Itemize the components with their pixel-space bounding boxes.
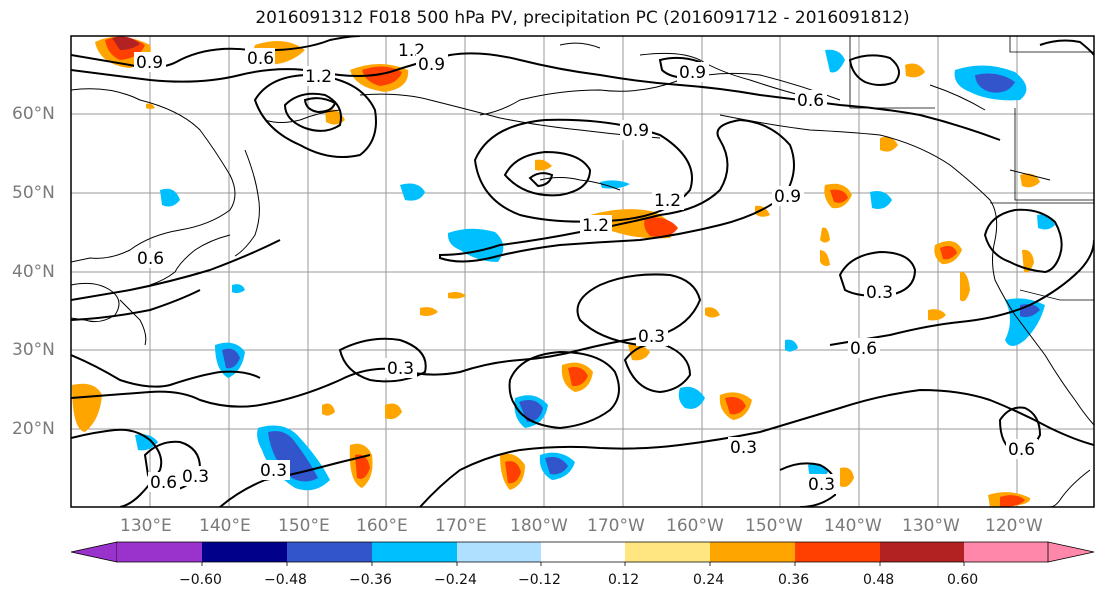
colorbar-tick-label: −0.12: [518, 572, 561, 588]
lon-label: 130°E: [120, 516, 172, 536]
lon-label: 170°E: [435, 516, 487, 536]
lat-label: 40°N: [12, 262, 55, 282]
colorbar: [70, 541, 1095, 566]
colorbar-tick-label: 0.60: [947, 572, 979, 588]
contour-label: 0.9: [774, 187, 801, 207]
contour-label: 0.3: [182, 467, 209, 487]
colorbar-tick-label: 0.24: [693, 572, 725, 588]
colorbar-bin: [372, 542, 457, 562]
lon-label: 160°E: [356, 516, 408, 536]
colorbar-tick-label: 0.48: [863, 572, 895, 588]
contour-label: 0.9: [136, 53, 163, 73]
contour-label: 0.6: [137, 249, 164, 269]
contour-label: 1.2: [654, 191, 681, 211]
lon-label: 150°W: [745, 516, 803, 536]
contour-label: 0.6: [797, 91, 824, 111]
contour-label: 0.6: [850, 339, 877, 359]
colorbar-extend-low: [70, 541, 118, 563]
colorbar-bin: [795, 542, 880, 562]
colorbar-tick-label: −0.24: [434, 572, 477, 588]
contour-label: 0.6: [1008, 440, 1035, 460]
contour-label: 1.2: [305, 67, 332, 87]
contour-label: 0.9: [622, 121, 649, 141]
colorbar-tick-label: 0.12: [608, 572, 640, 588]
colorbar-bin: [457, 542, 541, 562]
colorbar-bin: [625, 542, 710, 562]
map-border: [70, 35, 1095, 508]
graticule: [71, 36, 1094, 507]
colorbar-extend-high: [1047, 541, 1095, 563]
lon-label: 180°W: [510, 516, 568, 536]
colorbar-tick-label: 0.36: [778, 572, 810, 588]
contour-label: 0.3: [260, 461, 287, 481]
lon-label: 140°E: [199, 516, 251, 536]
contour-label: 0.3: [387, 359, 414, 379]
colorbar-bin: [202, 542, 287, 562]
colorbar-bin: [287, 542, 372, 562]
contour-label: 0.3: [866, 283, 893, 303]
lat-label: 50°N: [12, 183, 55, 203]
colorbar-bin: [964, 542, 1048, 562]
lon-label: 130°W: [902, 516, 960, 536]
lat-label: 60°N: [12, 104, 55, 124]
lon-label: 120°W: [985, 516, 1043, 536]
contour-label: 0.9: [418, 55, 445, 75]
contour-label: 0.6: [247, 49, 274, 69]
lon-label: 140°W: [824, 516, 882, 536]
contour-label: 0.3: [638, 327, 665, 347]
colorbar-bin: [541, 542, 625, 562]
colorbar-bin: [880, 542, 964, 562]
contour-label: 0.3: [808, 475, 835, 495]
colorbar-tick-label: −0.60: [179, 572, 222, 588]
contour-label: 0.9: [679, 63, 706, 83]
lon-label: 150°E: [278, 516, 330, 536]
contour-label: 1.2: [582, 216, 609, 236]
contour-label: 0.3: [730, 438, 757, 458]
colorbar-tick-label: −0.36: [349, 572, 392, 588]
lat-label: 30°N: [12, 340, 55, 360]
colorbar-bin: [710, 542, 795, 562]
lat-label: 20°N: [12, 419, 55, 439]
lon-label: 160°W: [666, 516, 724, 536]
colorbar-tick-label: −0.48: [264, 572, 307, 588]
lon-label: 170°W: [587, 516, 645, 536]
contour-labels: 1.2 0.9 0.6 1.2 0.9 0.6 0.9 1.2 1.2 0.9 …: [134, 40, 1038, 495]
colorbar-bin: [117, 542, 202, 562]
contour-label: 0.6: [150, 473, 177, 493]
map-title: 2016091312 F018 500 hPa PV, precipitatio…: [255, 8, 910, 28]
